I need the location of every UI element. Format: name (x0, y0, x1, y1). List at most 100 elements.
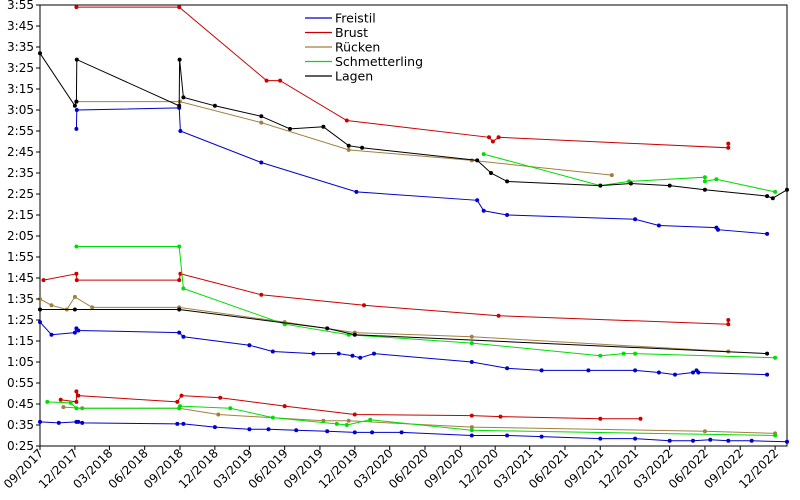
y-tick-label: 1:05 (7, 355, 34, 369)
data-point (487, 135, 491, 140)
data-point (72, 294, 77, 299)
series-brust-50m (58, 389, 643, 421)
data-point (505, 213, 510, 217)
data-point (259, 114, 264, 119)
series-lagen-200m (38, 307, 770, 356)
data-point (177, 307, 182, 312)
data-point (72, 103, 77, 108)
data-point (785, 187, 789, 192)
data-point (288, 126, 292, 131)
data-point (49, 332, 54, 337)
data-point (765, 194, 770, 199)
data-point (469, 433, 474, 438)
legend-item-brust: Brust (305, 25, 368, 40)
data-point (74, 389, 79, 394)
data-point (691, 370, 695, 375)
data-point (259, 160, 264, 165)
data-point (72, 307, 77, 312)
series-line (76, 101, 612, 176)
data-point (72, 330, 77, 335)
data-point (212, 103, 217, 108)
data-point (270, 415, 275, 420)
data-point (638, 416, 643, 421)
data-point (726, 438, 731, 443)
legend-label: Lagen (335, 69, 373, 84)
data-point (598, 183, 603, 188)
legend-label: Rücken (335, 40, 380, 55)
data-point (266, 427, 271, 432)
series-brust-400m (74, 5, 731, 150)
data-point (539, 368, 544, 373)
data-point (598, 353, 603, 358)
data-point (346, 147, 351, 152)
data-point (354, 189, 359, 194)
data-point (177, 244, 182, 249)
data-point (228, 406, 233, 411)
data-point (80, 420, 85, 425)
y-tick-label: 3:45 (7, 19, 34, 33)
data-point (505, 179, 510, 184)
data-point (74, 5, 79, 10)
series-freistil-400m (74, 105, 770, 236)
data-point (370, 430, 375, 435)
data-point (175, 421, 180, 426)
data-point (264, 78, 269, 83)
data-point (178, 129, 183, 133)
data-point (708, 437, 713, 442)
data-point (496, 313, 501, 318)
series-lagen-400m (38, 51, 789, 201)
legend-item-schmetterling: Schmetterling (305, 54, 423, 69)
y-tick-label: 1:35 (7, 292, 34, 306)
y-tick-label: 0:55 (7, 376, 34, 390)
series-line (39, 296, 729, 352)
legend-item-rücken: Rücken (305, 40, 380, 55)
data-point (399, 430, 404, 435)
data-point (621, 351, 626, 356)
y-tick-label: 1:25 (7, 313, 34, 327)
series-schmetterling-50m (45, 399, 778, 438)
data-point (716, 227, 720, 232)
data-point (294, 428, 299, 433)
data-point (505, 433, 510, 438)
data-point (74, 99, 79, 104)
data-point (346, 418, 351, 423)
data-point (469, 413, 474, 418)
data-point (76, 328, 81, 333)
series-line (63, 406, 776, 434)
data-point (181, 286, 186, 291)
data-point (181, 421, 186, 426)
data-point (469, 341, 474, 346)
y-tick-label: 3:05 (7, 103, 34, 117)
data-point (181, 334, 186, 339)
legend-label: Brust (335, 25, 368, 40)
data-point (368, 417, 373, 422)
y-tick-label: 3:25 (7, 61, 34, 75)
data-point (481, 208, 486, 213)
data-point (179, 393, 184, 398)
data-point (38, 307, 42, 312)
series-brust-200m (41, 271, 731, 327)
data-point (321, 418, 326, 423)
data-point (475, 158, 480, 163)
data-point (311, 351, 316, 356)
data-point (38, 320, 42, 325)
data-point (74, 108, 79, 112)
plot-area (39, 4, 788, 447)
y-tick-label: 2:55 (7, 124, 34, 138)
data-point (362, 303, 366, 308)
y-tick-label: 1:45 (7, 271, 34, 285)
series-rücken-200m (38, 294, 731, 354)
legend-item-lagen: Lagen (305, 69, 373, 84)
data-point (702, 179, 707, 184)
y-tick-label: 2:05 (7, 229, 34, 243)
data-point (372, 351, 376, 356)
data-point (633, 351, 638, 356)
series-freistil-200m (38, 320, 770, 377)
data-point (539, 434, 544, 439)
data-point (74, 278, 79, 283)
series-line (39, 421, 788, 443)
series-line (60, 391, 641, 420)
data-point (74, 406, 79, 411)
data-point (490, 139, 495, 144)
